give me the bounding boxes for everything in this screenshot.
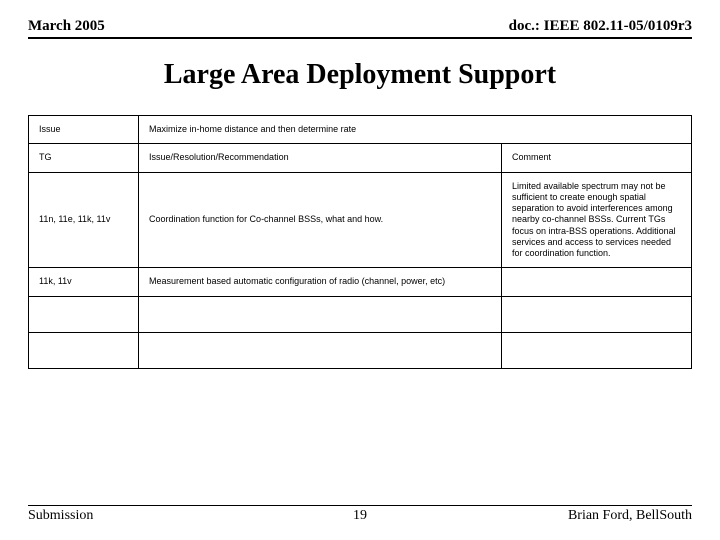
cell-empty: [501, 296, 691, 332]
table-row: [29, 296, 692, 332]
footer-divider: [28, 505, 692, 506]
cell-tg-value: 11k, 11v: [29, 268, 139, 296]
table-row: [29, 332, 692, 368]
cell-empty: [29, 332, 139, 368]
footer-page-number: 19: [353, 508, 367, 524]
table-row: TG Issue/Resolution/Recommendation Comme…: [29, 144, 692, 172]
slide-header: March 2005 doc.: IEEE 802.11-05/0109r3: [28, 18, 692, 39]
footer-left: Submission: [28, 508, 93, 524]
cell-tg-value: 11n, 11e, 11k, 11v: [29, 172, 139, 268]
table-row: Issue Maximize in-home distance and then…: [29, 116, 692, 144]
cell-comment: [501, 268, 691, 296]
cell-comment: Limited available spectrum may not be su…: [501, 172, 691, 268]
table-row: 11n, 11e, 11k, 11v Coordination function…: [29, 172, 692, 268]
table-row: 11k, 11v Measurement based automatic con…: [29, 268, 692, 296]
cell-empty: [29, 296, 139, 332]
header-doc-id: doc.: IEEE 802.11-05/0109r3: [509, 18, 692, 35]
cell-issue-text: Maximize in-home distance and then deter…: [139, 116, 692, 144]
cell-issue-label: Issue: [29, 116, 139, 144]
cell-resolution-header: Issue/Resolution/Recommendation: [139, 144, 502, 172]
cell-empty: [139, 296, 502, 332]
header-date: March 2005: [28, 18, 105, 35]
cell-empty: [139, 332, 502, 368]
cell-empty: [501, 332, 691, 368]
slide-title: Large Area Deployment Support: [28, 59, 692, 91]
footer-author: Brian Ford, BellSouth: [568, 508, 692, 524]
cell-tg-label: TG: [29, 144, 139, 172]
issues-table: Issue Maximize in-home distance and then…: [28, 115, 692, 369]
cell-comment-header: Comment: [501, 144, 691, 172]
cell-resolution: Coordination function for Co-channel BSS…: [139, 172, 502, 268]
slide-footer: Submission 19 Brian Ford, BellSouth: [28, 505, 692, 524]
cell-resolution: Measurement based automatic configuratio…: [139, 268, 502, 296]
